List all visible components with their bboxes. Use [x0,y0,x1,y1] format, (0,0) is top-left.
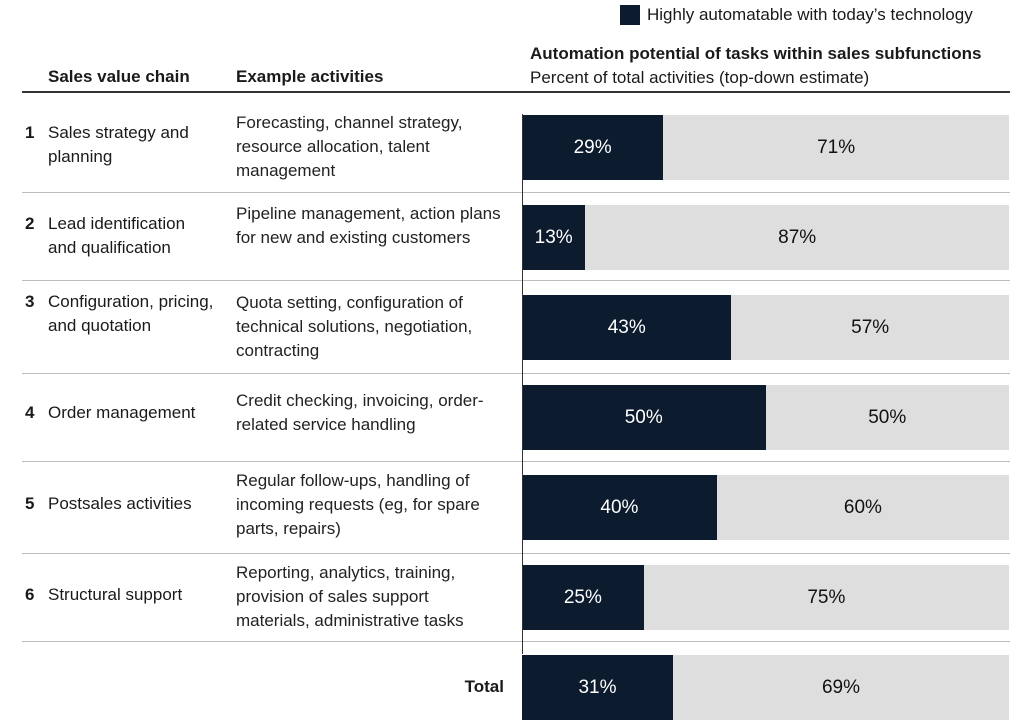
bar-segment-automatable: 50% [522,385,766,450]
total-label: Total [464,677,504,696]
bar-segment-other: 60% [716,475,1009,540]
row-name: Order management [48,403,196,422]
row-divider [22,553,1010,554]
bar-segment-other: 75% [643,565,1009,630]
row-number: 3 [25,292,35,311]
row-activities: Credit checking, invoicing, order-relate… [236,391,484,434]
chart-subtitle: Percent of total activities (top-down es… [530,68,870,87]
legend-swatch [620,5,640,25]
stacked-bar: 50% 50% [522,385,1009,450]
bar-segment-other: 50% [765,385,1009,450]
row-label: 1 Sales strategy and planning [25,121,218,169]
stacked-bar: 43% 57% [522,295,1009,360]
row-name: Postsales activities [48,494,192,513]
bar-segment-other: 69% [672,655,1009,720]
bar-segment-other: 87% [585,205,1009,270]
legend-label: Highly automatable with today’s technolo… [647,5,973,24]
chart-title: Automation potential of tasks within sal… [530,44,982,63]
row-name: Configuration, pricing, and quotation [48,292,214,335]
bar-segment-automatable: 13% [522,205,586,270]
stacked-bar: 40% 60% [522,475,1009,540]
column-header-chain: Sales value chain [48,67,190,86]
row-divider [22,461,1010,462]
bar-segment-automatable: 43% [522,295,732,360]
row-label: 6 Structural support [25,583,218,607]
row-activities: Pipeline management, action plans for ne… [236,204,501,247]
stacked-bar: 25% 75% [522,565,1009,630]
row-number: 1 [25,123,35,142]
row-name: Sales strategy and planning [48,123,189,166]
row-label: 5 Postsales activities [25,492,218,516]
row-label: 3 Configuration, pricing, and quotation [25,290,218,338]
row-label: 4 Order management [25,401,218,425]
column-header-activities: Example activities [236,67,384,86]
row-number: 5 [25,494,35,513]
legend: Highly automatable with today’s technolo… [620,5,973,25]
bar-segment-automatable: 25% [522,565,644,630]
bar-segment-automatable: 29% [522,115,664,180]
row-name: Lead identification and qualification [48,214,186,257]
bar-segment-other: 71% [663,115,1009,180]
row-label: 2 Lead identification and qualification [25,212,218,260]
row-divider [22,280,1010,281]
row-activities: Regular follow-ups, handling of incoming… [236,471,480,538]
stacked-bar: 13% 87% [522,205,1009,270]
stacked-bar: 29% 71% [522,115,1009,180]
row-divider [22,192,1010,193]
bar-segment-other: 57% [731,295,1009,360]
total-bar: 31% 69% [522,655,1009,720]
header-divider [22,91,1010,93]
row-divider [22,373,1010,374]
row-number: 6 [25,585,35,604]
row-divider [22,641,1010,642]
row-activities: Reporting, analytics, training, provisio… [236,563,464,630]
row-activities: Quota setting, configuration of technica… [236,293,473,360]
bar-segment-automatable: 40% [522,475,717,540]
chart-axis [522,114,523,654]
row-activities: Forecasting, channel strategy, resource … [236,113,463,180]
row-number: 4 [25,403,35,422]
row-number: 2 [25,214,35,233]
row-name: Structural support [48,585,183,604]
bar-segment-automatable: 31% [522,655,673,720]
